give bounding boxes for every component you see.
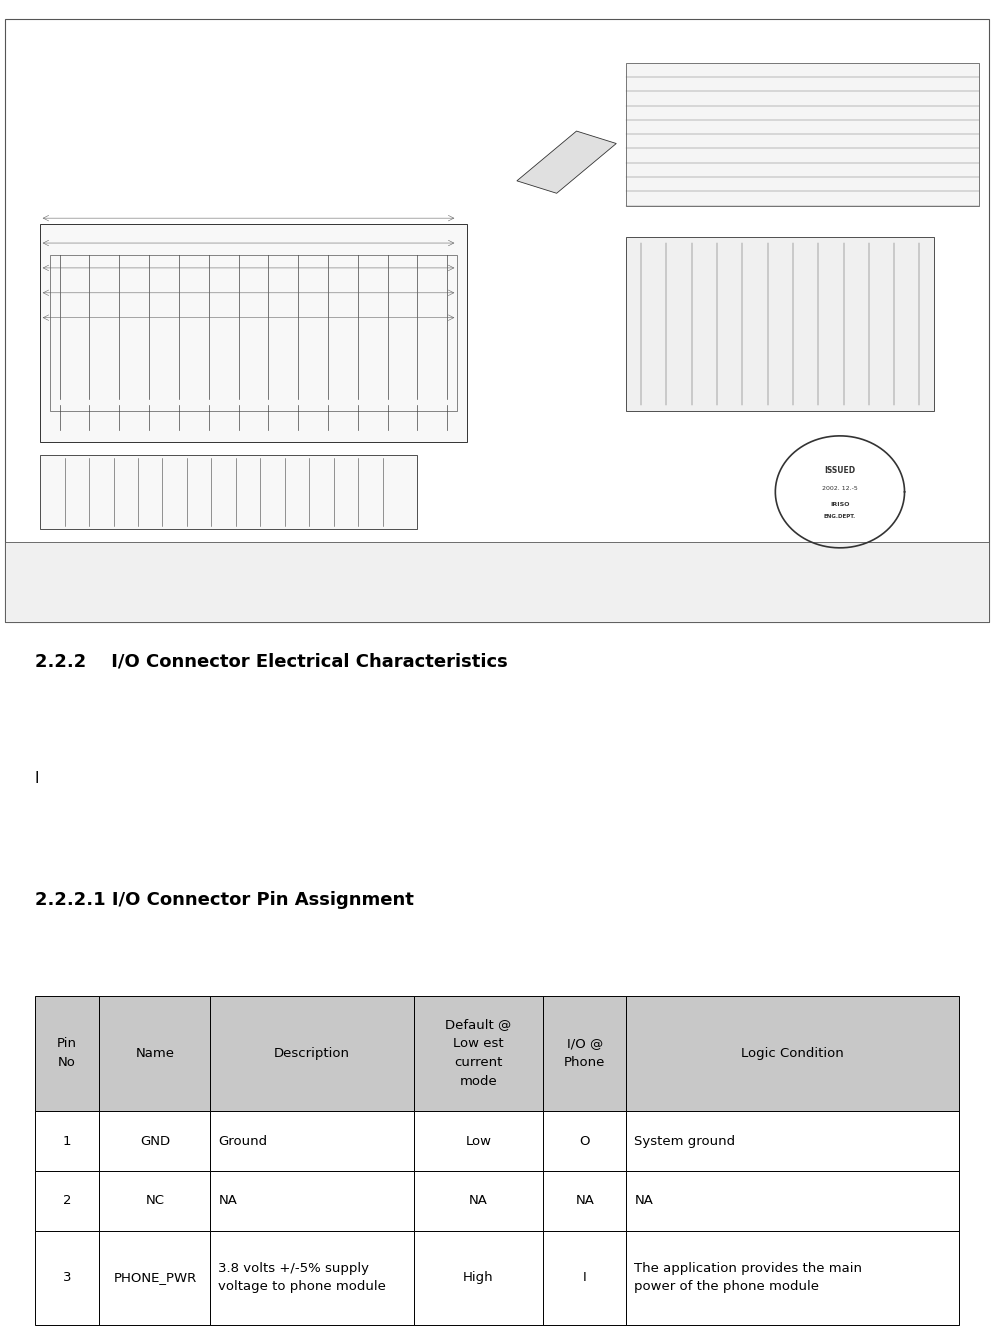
Bar (626, 237, 934, 412)
Bar (626, 1111, 959, 1171)
Bar (626, 1231, 959, 1325)
Text: NA: NA (219, 1195, 238, 1207)
Text: NA: NA (576, 1195, 594, 1207)
Text: Name: Name (135, 1047, 175, 1060)
Bar (35, 1171, 99, 1231)
Text: 3.8 volts +/-5% supply
voltage to phone module: 3.8 volts +/-5% supply voltage to phone … (219, 1263, 387, 1293)
Text: System ground: System ground (634, 1135, 736, 1148)
Bar (50, 256, 457, 412)
Text: 2002. 12.-5: 2002. 12.-5 (822, 486, 858, 492)
Bar (99, 1111, 211, 1171)
Polygon shape (517, 131, 616, 193)
Text: 3: 3 (63, 1271, 72, 1284)
Text: High: High (463, 1271, 494, 1284)
Bar (414, 1231, 544, 1325)
Bar (626, 1171, 959, 1231)
Bar (544, 1171, 626, 1231)
Text: ENG.DEPT.: ENG.DEPT. (824, 514, 856, 519)
Text: Default @
Low est
current
mode: Default @ Low est current mode (445, 1019, 512, 1088)
Bar (626, 63, 979, 205)
Bar (5, 542, 989, 622)
Text: Pin
No: Pin No (57, 1038, 78, 1070)
Text: Description: Description (274, 1047, 350, 1060)
Bar (211, 1231, 414, 1325)
Text: GND: GND (140, 1135, 170, 1148)
Bar (211, 1171, 414, 1231)
Text: PHONE_PWR: PHONE_PWR (113, 1271, 197, 1284)
Text: O: O (580, 1135, 590, 1148)
Text: IRISO: IRISO (830, 502, 850, 506)
Text: I: I (35, 771, 40, 786)
Text: 2.2.2.1 I/O Connector Pin Assignment: 2.2.2.1 I/O Connector Pin Assignment (35, 891, 414, 908)
Text: I/O @
Phone: I/O @ Phone (565, 1038, 605, 1070)
Bar (211, 1111, 414, 1171)
Bar (35, 1231, 99, 1325)
Text: Low: Low (465, 1135, 491, 1148)
Bar (626, 996, 959, 1111)
Bar (211, 996, 414, 1111)
Bar (35, 1111, 99, 1171)
Text: NC: NC (145, 1195, 164, 1207)
Bar (99, 996, 211, 1111)
Bar (99, 1171, 211, 1231)
Text: 2: 2 (63, 1195, 72, 1207)
Bar (544, 996, 626, 1111)
Text: The application provides the main
power of the phone module: The application provides the main power … (634, 1263, 863, 1293)
Text: NA: NA (634, 1195, 653, 1207)
Bar (544, 1111, 626, 1171)
Bar (40, 454, 417, 529)
Bar (544, 1231, 626, 1325)
Text: 2.2.2    I/O Connector Electrical Characteristics: 2.2.2 I/O Connector Electrical Character… (35, 653, 508, 670)
Bar (99, 1231, 211, 1325)
Text: Logic Condition: Logic Condition (742, 1047, 844, 1060)
Bar (414, 996, 544, 1111)
Text: Ground: Ground (219, 1135, 267, 1148)
Bar (414, 1171, 544, 1231)
Text: I: I (582, 1271, 586, 1284)
Bar (35, 996, 99, 1111)
Text: NA: NA (469, 1195, 488, 1207)
Text: 1: 1 (63, 1135, 72, 1148)
Text: ISSUED: ISSUED (824, 466, 856, 474)
Bar (414, 1111, 544, 1171)
Bar (40, 224, 467, 442)
